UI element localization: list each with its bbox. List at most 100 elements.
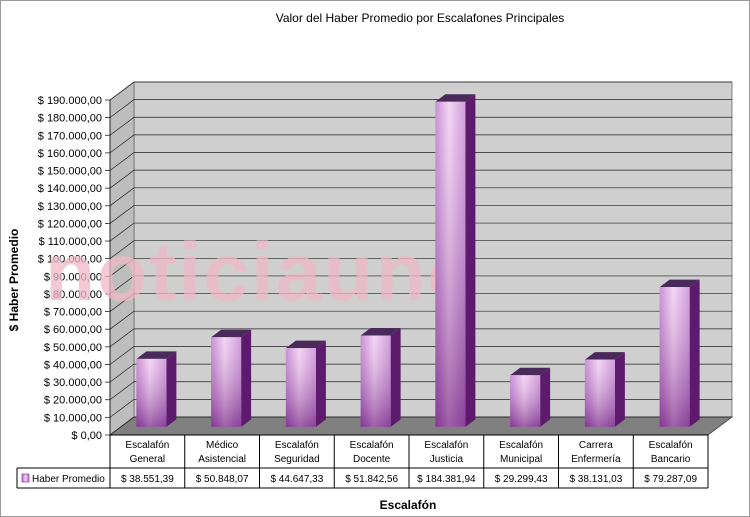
- bar-side: [540, 367, 551, 427]
- y-tick-label: $ 20.000,00: [44, 395, 102, 407]
- x-tick-label: Municipal: [500, 454, 542, 465]
- bar-shade: [285, 348, 316, 427]
- watermark-text: noticiauno: [45, 227, 480, 318]
- gridline: [109, 310, 732, 330]
- gridline: [109, 222, 732, 242]
- gridline: [109, 187, 732, 207]
- y-tick-label: $ 180.000,00: [38, 113, 102, 125]
- x-tick-label: Escalafón: [499, 440, 543, 451]
- x-tick-label: Seguridad: [274, 454, 320, 465]
- y-tick-label: $ 30.000,00: [44, 377, 102, 389]
- x-tick-label: Docente: [353, 454, 391, 465]
- y-axis-label: $ Haber Promedio: [7, 229, 21, 332]
- gridline: [109, 257, 732, 277]
- data-label: $ 38.551,39: [121, 474, 174, 485]
- y-tick-label: $ 140.000,00: [38, 183, 102, 195]
- y-tick-label: $ 100.000,00: [38, 254, 102, 266]
- bar-top: [435, 94, 476, 102]
- data-label: $ 44.647,33: [270, 474, 323, 485]
- bar-side: [166, 351, 177, 427]
- data-label: $ 29.299,43: [495, 474, 548, 485]
- chart-title: Valor del Haber Promedio por Escalafones…: [276, 11, 565, 25]
- gridline: [109, 328, 732, 348]
- x-tick-label: Escalafón: [424, 440, 468, 451]
- bar-top: [659, 279, 700, 288]
- bar-top: [285, 340, 326, 349]
- y-tick-label: $ 110.000,00: [39, 236, 102, 248]
- gridline: [109, 169, 732, 189]
- bar-shade: [360, 335, 391, 427]
- gridline: [109, 363, 732, 383]
- bar-side: [390, 327, 401, 427]
- data-label: $ 50.848,07: [196, 474, 249, 485]
- x-tick-label: Escalafón: [125, 440, 169, 451]
- gridline: [109, 134, 732, 154]
- legend-swatch: [21, 473, 30, 483]
- bar-shade: [584, 359, 615, 427]
- bar-shade: [136, 358, 167, 427]
- x-tick-label: Bancario: [651, 454, 691, 465]
- bar[interactable]: [136, 351, 177, 427]
- y-tick-label: $ 130.000,00: [38, 201, 102, 213]
- y-tick-label: $ 120.000,00: [38, 218, 102, 230]
- y-tick-label: $ 0,00: [71, 430, 102, 442]
- bar-shade: [211, 337, 242, 427]
- bar-top: [584, 352, 625, 360]
- x-tick-label: Médico: [206, 440, 239, 451]
- bar-top: [136, 351, 177, 359]
- x-tick-label: Escalafón: [649, 440, 693, 451]
- bar[interactable]: [360, 327, 401, 427]
- y-tick-label: $ 170.000,00: [38, 130, 102, 142]
- gridline: [109, 205, 732, 224]
- y-tick-label: $ 160.000,00: [38, 148, 102, 160]
- gridline: [109, 240, 732, 259]
- gridline: [109, 99, 732, 118]
- x-tick-label: Carrera: [579, 440, 613, 451]
- y-tick-label: $ 80.000,00: [44, 289, 102, 301]
- bar-side: [465, 94, 476, 427]
- x-tick-label: Escalafón: [275, 440, 319, 451]
- y-tick-label: $ 50.000,00: [44, 342, 102, 354]
- gridline: [109, 116, 732, 136]
- data-label: $ 184.381,94: [417, 474, 476, 485]
- x-tick-label: General: [130, 454, 166, 465]
- x-tick-label: Justicia: [430, 454, 464, 465]
- data-label: $ 38.131,03: [569, 474, 622, 485]
- data-label: $ 51.842,56: [345, 474, 398, 485]
- x-tick-label: Asistencial: [198, 454, 246, 465]
- y-tick-label: $ 10.000,00: [44, 412, 102, 424]
- bar-shade: [510, 375, 541, 427]
- bar[interactable]: [211, 329, 252, 427]
- gridline: [109, 81, 732, 101]
- legend-entry: Haber Promedio: [32, 474, 105, 485]
- bar[interactable]: [285, 340, 326, 427]
- data-label: $ 79.287,09: [644, 474, 697, 485]
- gridline: [109, 152, 732, 171]
- x-axis-label: Escalafón: [380, 498, 437, 512]
- bar-shade: [659, 287, 690, 427]
- x-tick-label: Enfermería: [571, 454, 621, 465]
- y-tick-label: $ 40.000,00: [44, 359, 102, 371]
- y-tick-label: $ 190.000,00: [38, 95, 102, 107]
- gridline: [109, 275, 732, 295]
- bar[interactable]: [435, 94, 476, 427]
- x-tick-label: Escalafón: [350, 440, 394, 451]
- bar-top: [510, 367, 551, 376]
- bar-shade: [435, 101, 466, 427]
- bar-side: [614, 352, 625, 427]
- bar-top: [211, 329, 252, 338]
- bar-top: [360, 327, 401, 336]
- bar-side: [241, 329, 252, 427]
- gridline: [109, 346, 732, 365]
- y-tick-label: $ 150.000,00: [38, 166, 102, 178]
- bar[interactable]: [510, 367, 551, 427]
- y-tick-label: $ 70.000,00: [44, 307, 102, 319]
- y-tick-label: $ 60.000,00: [44, 324, 102, 336]
- y-tick-label: $ 90.000,00: [44, 271, 102, 283]
- bar[interactable]: [584, 352, 625, 427]
- bar-side: [315, 340, 326, 427]
- gridline: [109, 293, 732, 312]
- bar[interactable]: [659, 279, 700, 427]
- floor: [108, 416, 734, 436]
